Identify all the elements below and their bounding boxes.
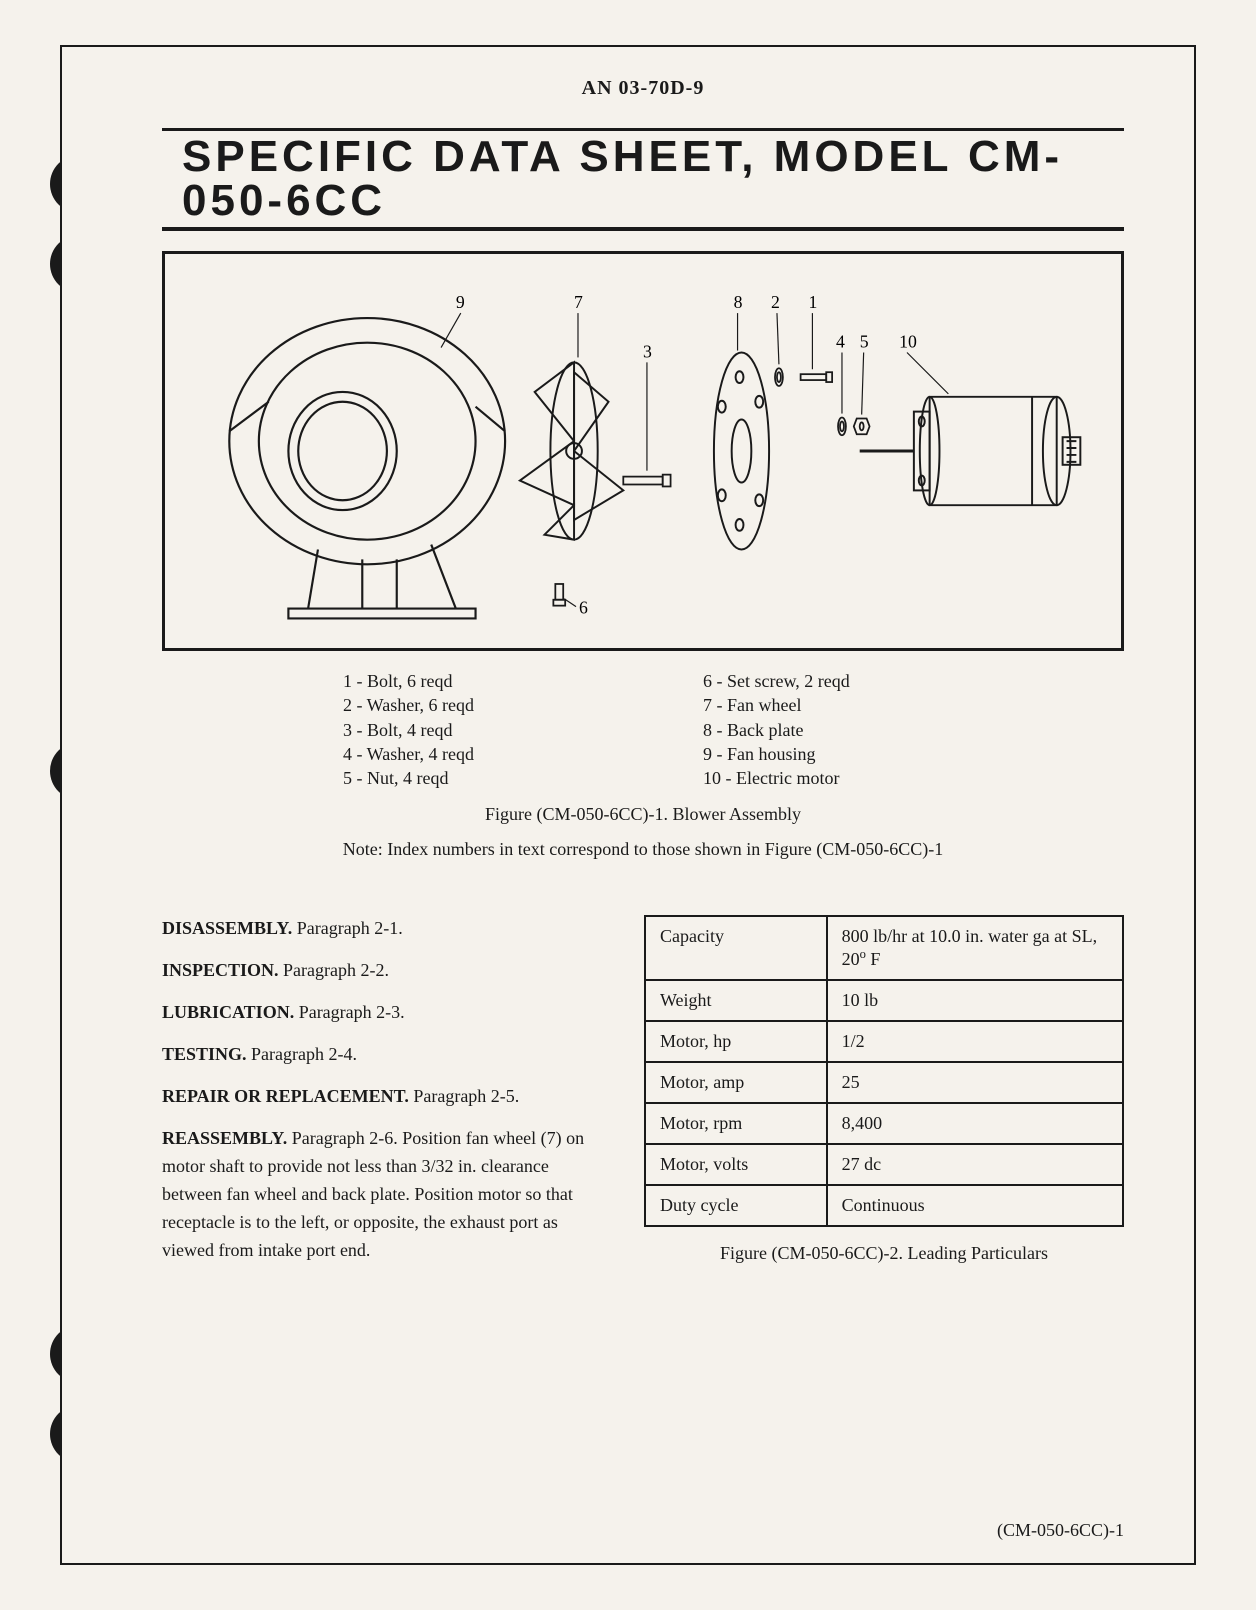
svg-text:6: 6 xyxy=(579,598,588,618)
part-item: 9 - Fan housing xyxy=(703,742,943,766)
document-number: AN 03-70D-9 xyxy=(162,77,1124,100)
table-value: 10 lb xyxy=(827,980,1123,1021)
table-label: Capacity xyxy=(645,916,827,980)
svg-text:1: 1 xyxy=(808,292,817,312)
testing-heading: TESTING. xyxy=(162,1044,247,1064)
parts-list: 1 - Bolt, 6 reqd 2 - Washer, 6 reqd 3 - … xyxy=(162,669,1124,790)
svg-text:5: 5 xyxy=(860,332,869,352)
leading-particulars-table: Capacity 800 lb/hr at 10.0 in. water ga … xyxy=(644,915,1124,1227)
part-item: 3 - Bolt, 4 reqd xyxy=(343,718,583,742)
table-value: 25 xyxy=(827,1062,1123,1103)
title-rule xyxy=(162,128,1124,131)
page-frame: AN 03-70D-9 SPECIFIC DATA SHEET, MODEL C… xyxy=(60,45,1196,1565)
part-item: 2 - Washer, 6 reqd xyxy=(343,693,583,717)
parts-list-right: 6 - Set screw, 2 reqd 7 - Fan wheel 8 - … xyxy=(703,669,943,790)
svg-text:7: 7 xyxy=(574,292,583,312)
table-label: Motor, amp xyxy=(645,1062,827,1103)
part-item: 10 - Electric motor xyxy=(703,766,943,790)
parts-list-left: 1 - Bolt, 6 reqd 2 - Washer, 6 reqd 3 - … xyxy=(343,669,583,790)
repair-heading: REPAIR OR REPLACEMENT. xyxy=(162,1086,409,1106)
table-value: 1/2 xyxy=(827,1021,1123,1062)
procedure-text: DISASSEMBLY. Paragraph 2-1. INSPECTION. … xyxy=(162,915,604,1278)
repair-ref: Paragraph 2-5. xyxy=(409,1086,519,1106)
disassembly-heading: DISASSEMBLY. xyxy=(162,918,292,938)
table-label: Duty cycle xyxy=(645,1185,827,1226)
lubrication-ref: Paragraph 2-3. xyxy=(294,1002,404,1022)
table-row: Weight 10 lb xyxy=(645,980,1123,1021)
exploded-view-figure: 9 7 3 xyxy=(162,251,1124,651)
table-value: 27 dc xyxy=(827,1144,1123,1185)
table-row: Motor, volts 27 dc xyxy=(645,1144,1123,1185)
page-title: SPECIFIC DATA SHEET, MODEL CM-050-6CC xyxy=(162,135,1124,223)
inspection-ref: Paragraph 2-2. xyxy=(279,960,389,980)
svg-text:3: 3 xyxy=(643,341,652,361)
table-value: 8,400 xyxy=(827,1103,1123,1144)
svg-text:2: 2 xyxy=(771,292,780,312)
reassembly-heading: REASSEMBLY. xyxy=(162,1128,287,1148)
table-label: Motor, rpm xyxy=(645,1103,827,1144)
table-row: Capacity 800 lb/hr at 10.0 in. water ga … xyxy=(645,916,1123,980)
table-row: Motor, amp 25 xyxy=(645,1062,1123,1103)
table-row: Duty cycle Continuous xyxy=(645,1185,1123,1226)
testing-ref: Paragraph 2-4. xyxy=(247,1044,357,1064)
title-rule xyxy=(162,227,1124,231)
lubrication-heading: LUBRICATION. xyxy=(162,1002,294,1022)
inspection-heading: INSPECTION. xyxy=(162,960,279,980)
part-item: 7 - Fan wheel xyxy=(703,693,943,717)
table-value: Continuous xyxy=(827,1185,1123,1226)
figure-1-caption: Figure (CM-050-6CC)-1. Blower Assembly xyxy=(162,804,1124,825)
part-item: 1 - Bolt, 6 reqd xyxy=(343,669,583,693)
part-item: 4 - Washer, 4 reqd xyxy=(343,742,583,766)
table-row: Motor, rpm 8,400 xyxy=(645,1103,1123,1144)
part-item: 5 - Nut, 4 reqd xyxy=(343,766,583,790)
table-row: Motor, hp 1/2 xyxy=(645,1021,1123,1062)
figure-2-caption: Figure (CM-050-6CC)-2. Leading Particula… xyxy=(644,1243,1124,1264)
disassembly-ref: Paragraph 2-1. xyxy=(292,918,402,938)
figure-note: Note: Index numbers in text correspond t… xyxy=(162,839,1124,860)
table-value: 800 lb/hr at 10.0 in. water ga at SL, 20… xyxy=(827,916,1123,980)
svg-text:9: 9 xyxy=(456,292,465,312)
table-label: Motor, volts xyxy=(645,1144,827,1185)
page-number: (CM-050-6CC)-1 xyxy=(997,1520,1124,1541)
svg-text:8: 8 xyxy=(734,292,743,312)
table-label: Motor, hp xyxy=(645,1021,827,1062)
part-item: 8 - Back plate xyxy=(703,718,943,742)
blower-assembly-drawing: 9 7 3 xyxy=(165,254,1121,648)
part-item: 6 - Set screw, 2 reqd xyxy=(703,669,943,693)
svg-text:10: 10 xyxy=(899,332,917,352)
table-label: Weight xyxy=(645,980,827,1021)
svg-text:4: 4 xyxy=(836,332,845,352)
